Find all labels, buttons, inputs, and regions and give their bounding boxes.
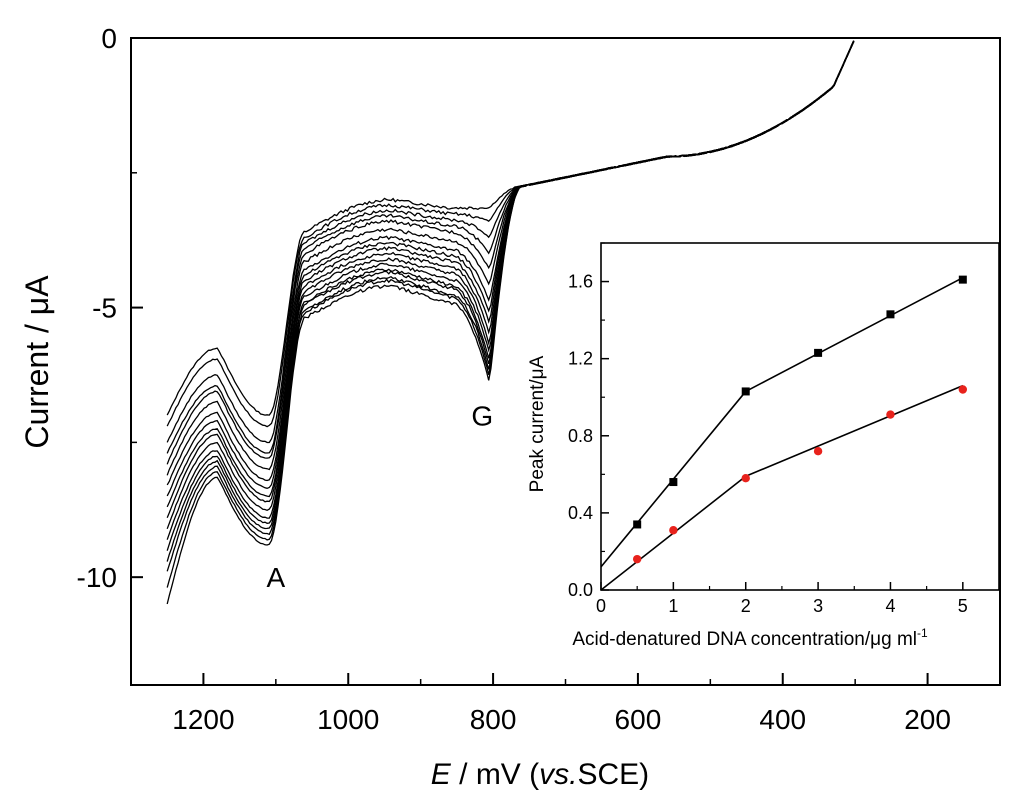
inset-data-points: [632, 275, 968, 564]
x-tick-label: 1000: [317, 704, 379, 735]
x-label-italic: E: [431, 758, 452, 791]
y-tick-label: -10: [77, 562, 117, 593]
voltammogram-curve: [166, 41, 855, 605]
peak-annotation: A: [266, 562, 285, 593]
inset-point-adenine: [741, 473, 750, 483]
main-y-axis-label: Current / μA: [19, 275, 55, 449]
inset-x-tick-label: 3: [813, 596, 823, 616]
inset-plot-frame: [600, 242, 1000, 591]
inset-x-tick-label: 2: [741, 596, 751, 616]
x-tick-label: 400: [759, 704, 806, 735]
inset-fit-line-guanine: [745, 276, 964, 393]
x-label-rest: / mV (: [451, 758, 539, 791]
inset-chart: 0 1 2 3 4 5 0.0 0.4 0.8 1.2 1.6 Acid-denatured DN…: [527, 242, 1000, 650]
inset-x-axis-label: Acid-denatured DNA concentration/μg ml-1: [572, 626, 928, 650]
inset-y-tick-label: 0.0: [568, 580, 593, 600]
inset-point-guanine: [814, 348, 823, 357]
y-tick-label: -5: [92, 293, 117, 324]
main-y-axis: 0 -5 -10: [77, 23, 143, 593]
peak-annotation: G: [471, 400, 493, 431]
voltammogram-curves: [166, 40, 855, 605]
inset-point-adenine: [632, 554, 642, 564]
inset-x-label-main: Acid-denatured DNA concentration/μg ml: [572, 629, 917, 650]
x-label-end: SCE): [578, 758, 650, 791]
inset-point-adenine: [958, 385, 968, 394]
inset-point-guanine: [886, 310, 895, 319]
inset-point-guanine: [669, 478, 678, 487]
main-annotations: AG: [266, 400, 493, 593]
inset-y-axis: 0.0 0.4 0.8 1.2 1.6: [568, 242, 609, 600]
main-chart: 1200 1000 800 600 400 200 0-5-10 AG E / mV (v…: [19, 23, 1001, 791]
inset-y-axis-label: Peak current/μA: [527, 355, 548, 492]
inset-background: [601, 243, 999, 590]
inset-point-guanine: [741, 387, 750, 396]
y-tick-label: 0: [101, 23, 117, 54]
inset-y-tick-label: 1.2: [568, 349, 593, 369]
inset-x-tick-label: 0: [596, 596, 606, 616]
x-tick-label: 200: [904, 704, 951, 735]
inset-y-tick-label: 1.6: [568, 272, 593, 292]
x-tick-label: 800: [470, 704, 517, 735]
inset-point-adenine: [886, 410, 895, 419]
main-x-axis-label: E / mV (vs.SCE): [431, 758, 649, 791]
inset-y-tick-label: 0.8: [568, 426, 593, 446]
inset-x-tick-label: 5: [958, 596, 968, 616]
inset-y-tick-label: 0.4: [568, 503, 593, 523]
inset-point-adenine: [813, 447, 823, 456]
x-label-vs: vs.: [539, 758, 577, 791]
inset-point-guanine: [633, 520, 642, 529]
inset-fit-line-adenine: [745, 384, 964, 477]
inset-x-label-sup: -1: [917, 626, 928, 640]
inset-x-tick-label: 1: [668, 596, 678, 616]
inset-x-tick-label: 4: [885, 596, 895, 616]
inset-point-guanine: [958, 275, 967, 284]
x-tick-label: 600: [615, 704, 662, 735]
x-tick-label: 1200: [172, 704, 234, 735]
inset-x-axis: 0 1 2 3 4 5: [596, 582, 968, 616]
main-x-axis: 1200 1000 800 600 400 200: [130, 673, 1001, 735]
inset-point-adenine: [669, 526, 678, 535]
